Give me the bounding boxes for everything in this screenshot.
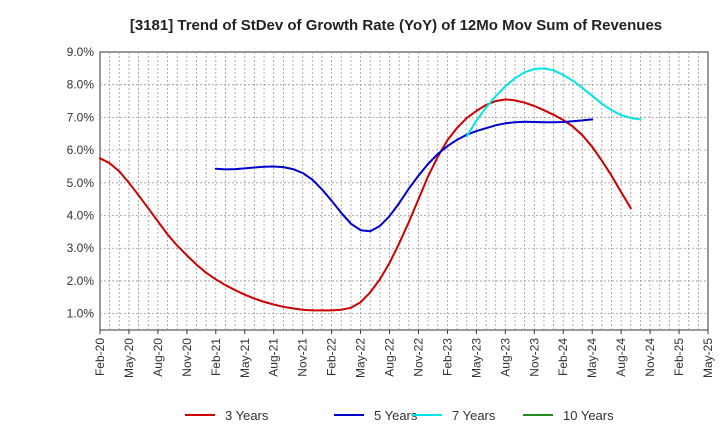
x-tick-label: Nov-21 <box>296 338 310 377</box>
x-tick-label: Feb-24 <box>556 338 570 376</box>
y-tick-label: 9.0% <box>67 45 95 59</box>
grid <box>99 51 709 331</box>
legend-label: 5 Years <box>374 408 418 423</box>
y-tick-label: 8.0% <box>67 78 95 92</box>
x-tick-label: May-24 <box>585 338 599 378</box>
x-tick-label: Aug-23 <box>498 338 512 377</box>
legend-label: 3 Years <box>225 408 269 423</box>
x-tick-label: Aug-24 <box>614 338 628 377</box>
legend: 3 Years 5 Years 7 Years 10 Years <box>185 408 614 423</box>
x-tick-label: Feb-21 <box>209 338 223 376</box>
y-tick-label: 3.0% <box>67 241 95 255</box>
y-tick-label: 5.0% <box>67 176 95 190</box>
y-tick-label: 7.0% <box>67 110 95 124</box>
x-tick-label: May-25 <box>701 338 715 378</box>
x-tick-label: Nov-20 <box>180 338 194 377</box>
x-tick-label: Nov-22 <box>411 338 425 377</box>
x-tick-label: Feb-23 <box>440 338 454 376</box>
x-tick-label: Nov-24 <box>643 338 657 377</box>
y-tick-label: 6.0% <box>67 143 95 157</box>
x-tick-label: Aug-22 <box>383 338 397 377</box>
plot-area <box>99 51 709 331</box>
x-tick-label: May-21 <box>238 338 252 378</box>
series-lines <box>99 67 642 312</box>
legend-label: 10 Years <box>563 408 614 423</box>
series-line-7-years <box>465 67 642 138</box>
x-tick-label: May-23 <box>469 338 483 378</box>
x-tick-label: Feb-25 <box>672 338 686 376</box>
series-line-5-years <box>214 118 594 233</box>
y-tick-label: 2.0% <box>67 274 95 288</box>
axes: 1.0% 2.0% 3.0% 4.0% 5.0% 6.0% 7.0% 8.0% 9.0% Feb-… <box>67 45 715 378</box>
x-tick-label: Nov-23 <box>527 338 541 377</box>
chart-title: [3181] Trend of StDev of Growth Rate (Yo… <box>130 17 662 34</box>
series-line-3-years <box>99 98 632 312</box>
legend-label: 7 Years <box>452 408 496 423</box>
x-tick-label: Feb-22 <box>325 338 339 376</box>
y-tick-label: 4.0% <box>67 209 95 223</box>
x-tick-label: Aug-21 <box>267 338 281 377</box>
x-tick-label: May-20 <box>122 338 136 378</box>
x-tick-label: Aug-20 <box>151 338 165 377</box>
x-tick-label: Feb-20 <box>93 338 107 376</box>
y-tick-label: 1.0% <box>67 307 95 321</box>
x-tick-label: May-22 <box>354 338 368 378</box>
